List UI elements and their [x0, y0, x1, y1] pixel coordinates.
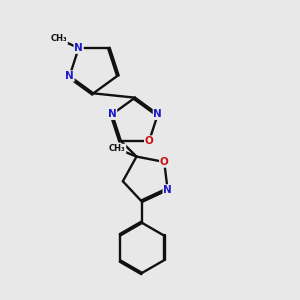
Text: CH₃: CH₃ — [51, 34, 67, 43]
Text: N: N — [163, 185, 172, 195]
Text: N: N — [154, 109, 162, 119]
Text: N: N — [108, 109, 116, 119]
Text: CH₃: CH₃ — [109, 144, 126, 153]
Text: N: N — [65, 71, 74, 81]
Text: O: O — [145, 136, 154, 146]
Text: O: O — [160, 157, 169, 167]
Text: N: N — [74, 43, 83, 53]
